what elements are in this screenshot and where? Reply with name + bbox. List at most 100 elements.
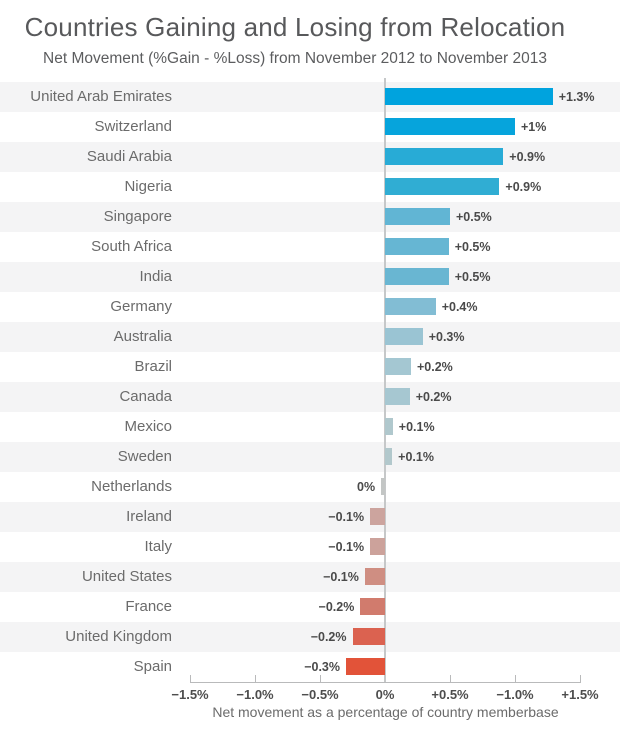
bar-positive — [385, 358, 411, 375]
bar-positive — [385, 118, 515, 135]
chart-row: India +0.5% — [0, 262, 620, 292]
value-label: +1% — [521, 120, 547, 134]
x-tick-label: −1.0% — [496, 687, 534, 702]
country-label: Italy — [144, 538, 172, 555]
country-label: Germany — [110, 298, 172, 315]
country-label: Sweden — [117, 448, 172, 465]
x-axis-line — [190, 682, 581, 683]
country-label: Saudi Arabia — [86, 148, 172, 165]
chart-row: Netherlands 0% — [0, 472, 620, 502]
bar-positive — [385, 328, 423, 345]
x-tick-label: +0.5% — [431, 687, 469, 702]
value-label: −0.1% — [328, 540, 365, 554]
bar-negative — [364, 568, 385, 585]
country-label: Canada — [119, 388, 172, 405]
value-label: +1.3% — [558, 90, 595, 104]
value-label: −0.2% — [318, 600, 355, 614]
plot-rows: United Arab Emirates +1.3% Switzerland +1% S… — [0, 82, 620, 682]
value-label: +0.9% — [509, 150, 546, 164]
country-label: United States — [81, 568, 172, 585]
x-tick-label: 0% — [375, 687, 395, 702]
chart-row: United Arab Emirates +1.3% — [0, 82, 620, 112]
x-tick-mark — [320, 675, 321, 682]
country-label: Brazil — [134, 358, 172, 375]
bar-positive — [385, 418, 393, 435]
chart-row: Mexico +0.1% — [0, 412, 620, 442]
x-tick-mark — [580, 675, 581, 682]
bar-positive — [385, 298, 436, 315]
bar-positive — [385, 88, 553, 105]
bar-negative — [370, 538, 385, 555]
x-tick-label: −0.5% — [301, 687, 339, 702]
country-label: United Kingdom — [65, 628, 172, 645]
bar-positive — [385, 388, 410, 405]
value-label: +0.4% — [441, 300, 478, 314]
value-label: −0.3% — [304, 660, 340, 674]
country-label: India — [139, 268, 172, 285]
chart-row: Ireland −0.1% — [0, 502, 620, 532]
bar-negative — [370, 508, 385, 525]
chart-row: Canada +0.2% — [0, 382, 620, 412]
value-label: +0.5% — [454, 270, 491, 284]
chart-row: Italy −0.1% — [0, 532, 620, 562]
x-tick-mark — [450, 675, 451, 682]
chart-row: Brazil +0.2% — [0, 352, 620, 382]
country-label: Netherlands — [91, 478, 172, 495]
bar-positive — [385, 208, 450, 225]
bar-negative — [346, 658, 385, 675]
x-tick-mark — [515, 675, 516, 682]
chart-subtitle: Net Movement (%Gain - %Loss) from Novemb… — [43, 50, 547, 67]
chart-row: France −0.2% — [0, 592, 620, 622]
bar-positive — [385, 238, 449, 255]
value-label: +0.5% — [456, 210, 492, 224]
chart-row: South Africa +0.5% — [0, 232, 620, 262]
value-label: +0.9% — [505, 180, 542, 194]
chart-row: Saudi Arabia +0.9% — [0, 142, 620, 172]
country-label: France — [125, 598, 172, 615]
x-tick-label: +1.5% — [561, 687, 599, 702]
chart-title: Countries Gaining and Losing from Reloca… — [24, 12, 566, 42]
bar-negative — [360, 598, 385, 615]
bar-positive — [385, 448, 393, 465]
chart-row: Singapore +0.5% — [0, 202, 620, 232]
zero-baseline — [384, 78, 386, 682]
country-label: Switzerland — [94, 118, 172, 135]
x-tick-mark — [190, 675, 191, 682]
chart-row: Australia +0.3% — [0, 322, 620, 352]
x-tick-label: −1.5% — [171, 687, 209, 702]
x-axis-title: Net movement as a percentage of country … — [212, 704, 559, 720]
chart-header: Countries Gaining and Losing from Reloca… — [0, 12, 590, 68]
country-label: Australia — [113, 328, 172, 345]
chart-row: Germany +0.4% — [0, 292, 620, 322]
bar-positive — [385, 148, 504, 165]
bar-positive — [385, 178, 500, 195]
value-label: 0% — [357, 480, 376, 494]
x-tick-mark — [255, 675, 256, 682]
chart-row: Switzerland +1% — [0, 112, 620, 142]
country-label: Mexico — [124, 418, 172, 435]
value-label: +0.1% — [398, 450, 434, 464]
value-label: +0.5% — [454, 240, 491, 254]
chart-row: United Kingdom −0.2% — [0, 622, 620, 652]
value-label: −0.2% — [310, 630, 347, 644]
chart-row: Spain −0.3% — [0, 652, 620, 682]
country-label: South Africa — [91, 238, 172, 255]
value-label: +0.1% — [398, 420, 435, 434]
bar-negative — [381, 478, 385, 495]
chart-row: United States −0.1% — [0, 562, 620, 592]
country-label: Spain — [133, 658, 172, 675]
chart-row: Nigeria +0.9% — [0, 172, 620, 202]
value-label: +0.2% — [417, 360, 453, 374]
value-label: −0.1% — [323, 570, 359, 584]
country-label: United Arab Emirates — [30, 88, 172, 105]
country-label: Nigeria — [124, 178, 172, 195]
bar-negative — [352, 628, 385, 645]
country-label: Singapore — [103, 208, 172, 225]
country-label: Ireland — [126, 508, 172, 525]
bar-positive — [385, 268, 449, 285]
value-label: −0.1% — [328, 510, 365, 524]
x-tick-label: −1.0% — [236, 687, 274, 702]
value-label: +0.2% — [415, 390, 452, 404]
chart-row: Sweden +0.1% — [0, 442, 620, 472]
